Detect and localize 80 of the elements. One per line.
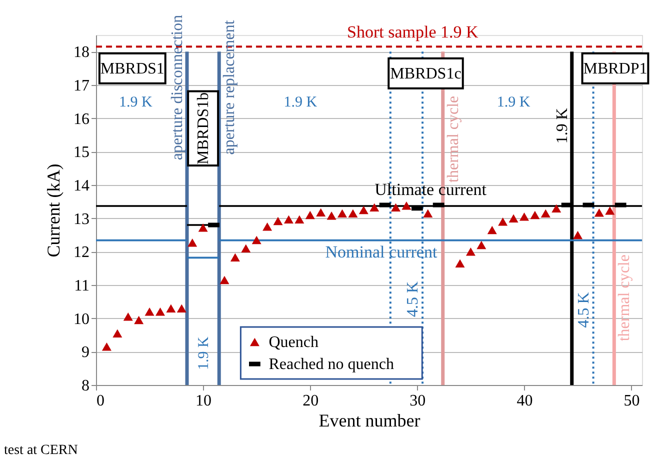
annotation: 1.9 K	[118, 94, 152, 111]
point	[423, 209, 433, 218]
point	[455, 259, 465, 268]
point	[552, 204, 562, 212]
point	[123, 312, 133, 321]
point	[594, 208, 604, 217]
ref-line-label: 4.5 K	[404, 280, 422, 317]
legend-label: Reached no quench	[268, 356, 394, 373]
annotation: 1.9 K	[496, 94, 530, 111]
y-axis-title: Current (kA)	[44, 164, 64, 258]
point	[370, 203, 380, 212]
y-tick-label: 14	[74, 178, 90, 194]
point	[391, 203, 401, 212]
ref-line-label: aperture disconnection	[169, 14, 186, 160]
y-tick-label: 18	[74, 44, 90, 62]
y-tick-label: 9	[82, 344, 90, 362]
x-tick-label: 50	[624, 392, 640, 410]
point	[176, 304, 186, 312]
point	[487, 226, 497, 234]
x-tick-label: 40	[516, 392, 533, 410]
point	[198, 224, 208, 232]
annotation: MBRDS1	[100, 60, 164, 78]
point	[305, 210, 315, 220]
point	[230, 253, 240, 262]
ref-line-label: Short sample 1.9 K	[347, 22, 480, 42]
point	[284, 215, 294, 224]
series-label: Nominal current	[325, 242, 438, 262]
x-tick-label: 30	[410, 392, 426, 410]
point	[402, 202, 412, 210]
point	[273, 216, 283, 226]
point	[220, 276, 230, 284]
y-tick-label: 11	[74, 278, 90, 294]
x-tick-label: 10	[196, 392, 212, 410]
point	[144, 308, 154, 316]
text: test at CERN	[4, 443, 78, 458]
point	[530, 210, 540, 220]
point	[466, 248, 476, 256]
point	[348, 209, 358, 218]
point	[573, 230, 583, 240]
point	[540, 209, 550, 218]
ref-line-label: 1.9 K	[554, 108, 571, 144]
point	[102, 342, 112, 351]
point	[134, 316, 144, 324]
y-tick-label: 12	[74, 244, 90, 262]
point	[519, 212, 529, 221]
point	[166, 304, 176, 312]
point	[241, 244, 251, 252]
legend-label: Quench	[268, 334, 318, 351]
point	[155, 308, 165, 316]
annotation: MBRDP1	[583, 60, 648, 78]
x-tick-label: 0	[96, 392, 104, 410]
point	[605, 206, 615, 215]
ref-line-label: thermal cycle	[616, 254, 634, 342]
annotation: 1.9 K	[284, 94, 318, 111]
point	[358, 206, 368, 214]
point	[188, 238, 198, 247]
y-tick-label: 15	[74, 144, 90, 162]
y-tick-label: 10	[74, 310, 90, 328]
x-tick-label: 20	[302, 392, 319, 410]
y-tick-label: 17	[74, 78, 90, 94]
annotation: 1.9 K	[196, 336, 212, 370]
point	[316, 208, 326, 216]
point	[112, 329, 122, 338]
annotation: MBRDS1b	[195, 92, 212, 164]
x-axis-title: Event number	[318, 410, 420, 430]
ref-line-label: aperture replacement	[221, 20, 238, 155]
y-tick-label: 8	[82, 378, 90, 394]
point	[498, 218, 508, 226]
y-tick-label: 16	[74, 110, 90, 128]
point	[326, 212, 336, 220]
point	[294, 215, 304, 224]
point	[476, 240, 486, 250]
ref-line-label: thermal cycle	[444, 96, 462, 182]
point	[337, 209, 347, 218]
point	[262, 222, 272, 231]
y-tick-label: 13	[74, 210, 90, 228]
annotation: MBRDS1c	[390, 65, 462, 82]
point	[252, 236, 262, 244]
ref-line-label: 4.5 K	[575, 292, 592, 328]
point	[508, 214, 518, 222]
